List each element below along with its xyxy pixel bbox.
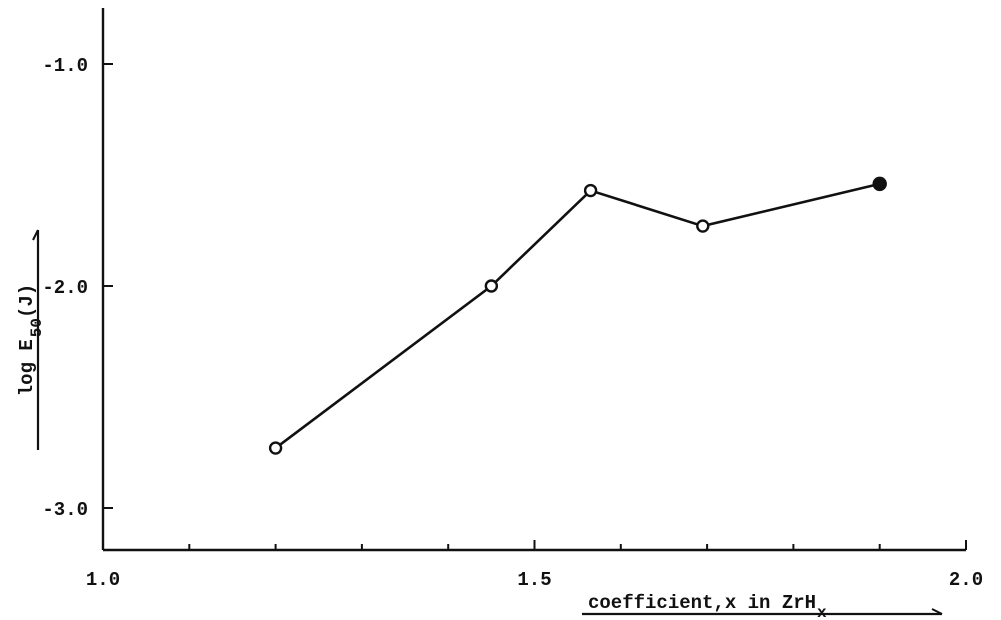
y-tick-label: -2.0 xyxy=(42,277,88,299)
data-point-open xyxy=(583,183,598,198)
data-point-open xyxy=(484,279,499,293)
y-axis-title: log E50(J) xyxy=(16,284,46,396)
ticks xyxy=(102,63,967,550)
x-tick-label: 1.0 xyxy=(86,569,120,591)
series xyxy=(268,176,887,455)
data-point-filled xyxy=(872,176,887,192)
y-axis-title-main: log E xyxy=(16,339,38,396)
x-axis-title-arrowhead xyxy=(931,608,943,615)
y-axis-title-group: log E50(J) xyxy=(16,229,46,450)
series-line xyxy=(274,182,881,450)
x-axis-title: coefficient,x in ZrHx xyxy=(588,592,827,620)
x-axis-title-main: coefficient,x in ZrH xyxy=(588,592,816,614)
y-axis-title-arrowhead xyxy=(32,229,39,241)
y-tick-label: -3.0 xyxy=(42,499,88,521)
data-point-open xyxy=(268,441,283,455)
x-axis-title-subscript: x xyxy=(817,604,827,620)
tick-labels: 1.0 1.5 2.0 -1.0 -2.0 -3.0 xyxy=(42,55,983,591)
x-tick-label: 1.5 xyxy=(517,569,551,591)
data-point-open xyxy=(696,219,710,233)
y-tick-label: -1.0 xyxy=(42,55,88,77)
x-tick-label: 2.0 xyxy=(949,569,983,591)
axes xyxy=(101,8,966,552)
y-axis-title-suffix: (J) xyxy=(16,284,38,318)
x-axis-title-group: coefficient,x in ZrHx xyxy=(582,592,943,620)
